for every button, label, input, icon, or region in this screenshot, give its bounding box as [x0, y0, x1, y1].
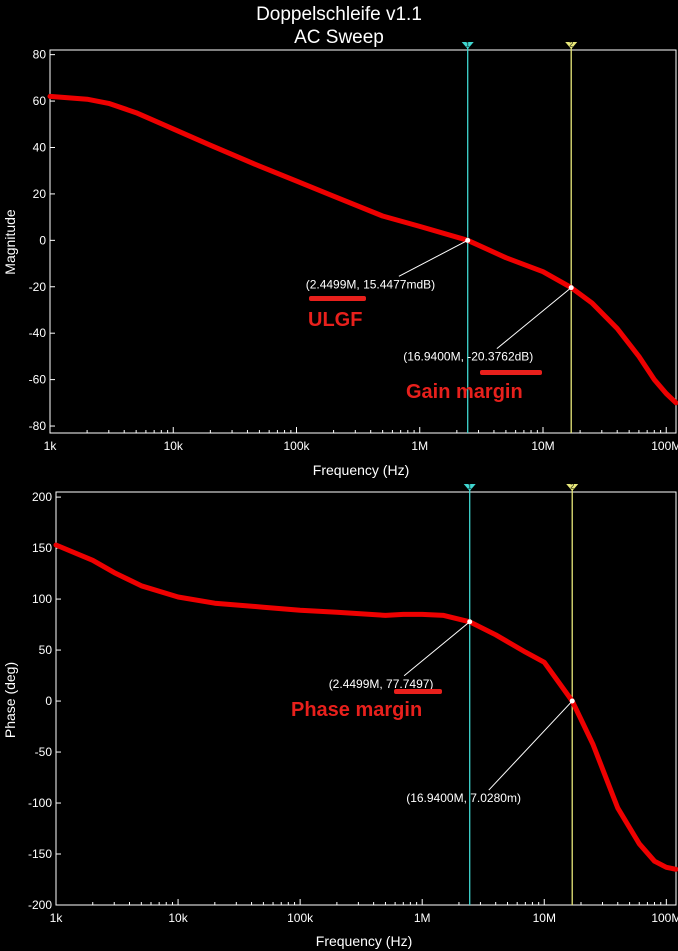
magnitude-x-tick-label: 100k — [283, 439, 310, 453]
phase-x-tick-label: 100k — [287, 911, 314, 925]
magnitude-cursor-1-handle[interactable] — [461, 42, 474, 49]
magnitude-cursor-point — [465, 237, 471, 243]
magnitude-cursor-leader — [496, 287, 572, 350]
magnitude-cursor-readout: (2.4499M, 15.4477mdB) — [306, 277, 435, 291]
phase-y-tick-label: 100 — [32, 592, 52, 606]
magnitude-x-tick-label: 1k — [44, 439, 58, 453]
magnitude-plot-frame — [49, 49, 677, 434]
phase-y-tick-label: 50 — [39, 643, 53, 657]
phase-y-tick-label: -200 — [28, 898, 52, 912]
phase-margin-underline — [394, 689, 442, 694]
ulgf-annotation: ULGF — [308, 309, 362, 331]
magnitude-cursor-2-id: 2 — [569, 42, 573, 49]
phase-cursor-point — [467, 619, 473, 625]
phase-x-tick-label: 1M — [414, 911, 431, 925]
phase-cursor-1-handle[interactable] — [463, 484, 476, 491]
phase-trace-line — [53, 542, 678, 872]
magnitude-y-axis-label: Magnitude — [2, 209, 18, 275]
phase-x-tick-label: 10k — [168, 911, 188, 925]
phase-y-tick-label: -100 — [28, 796, 52, 810]
magnitude-trace-line — [47, 93, 678, 406]
magnitude-y-tick-label: -20 — [29, 280, 47, 294]
magnitude-cursor-readout: (16.9400M, -20.3762dB) — [403, 350, 533, 364]
magnitude-cursor-1-id: 1 — [466, 42, 470, 49]
magnitude-y-tick-label: 80 — [33, 48, 47, 62]
magnitude-x-tick-label: 10k — [164, 439, 184, 453]
phase-y-tick-label: 150 — [32, 541, 52, 555]
phase-cursor-readout: (2.4499M, 77.7497) — [329, 677, 434, 691]
phase-y-axis-label: Phase (deg) — [2, 662, 18, 738]
phase-y-tick-label: -150 — [28, 847, 52, 861]
chart-title: Doppelschleife v1.1 — [256, 4, 422, 25]
phase-plot-frame — [55, 491, 677, 906]
magnitude-y-tick-label: -80 — [29, 419, 47, 433]
phase-cursor-leader — [403, 621, 471, 677]
phase-cursor-1-id: 1 — [468, 484, 472, 491]
magnitude-cursor-2-handle[interactable] — [565, 42, 578, 49]
phase-cursor-point — [569, 698, 575, 704]
phase-x-axis-label: Frequency (Hz) — [316, 933, 412, 949]
magnitude-y-tick-label: 40 — [33, 140, 47, 154]
phase-x-tick-label: 10M — [533, 911, 556, 925]
magnitude-x-tick-label: 100M — [651, 439, 678, 453]
phase-cursor-readout: (16.9400M, 7.0280m) — [406, 791, 521, 805]
gain-margin-underline — [480, 370, 542, 375]
magnitude-cursor-point — [568, 285, 574, 291]
phase-y-tick-label: 200 — [32, 490, 52, 504]
magnitude-y-tick-label: 0 — [39, 233, 46, 247]
magnitude-y-tick-label: 60 — [33, 94, 47, 108]
magnitude-cursor-leader — [398, 239, 468, 277]
phase-cursor-2-handle[interactable] — [566, 484, 579, 491]
magnitude-y-tick-label: 20 — [33, 187, 47, 201]
phase-y-tick-label: 0 — [45, 694, 52, 708]
phase-y-tick-label: -50 — [35, 745, 53, 759]
phase-margin-annotation: Phase margin — [291, 699, 422, 721]
phase-x-tick-label: 1k — [50, 911, 64, 925]
magnitude-x-axis-label: Frequency (Hz) — [313, 462, 409, 478]
magnitude-x-tick-label: 10M — [531, 439, 554, 453]
gain-margin-annotation: Gain margin — [406, 381, 523, 403]
phase-x-tick-label: 100M — [651, 911, 678, 925]
phase-cursor-2-id: 2 — [570, 484, 574, 491]
magnitude-y-tick-label: -60 — [29, 373, 47, 387]
phase-cursor-leader — [488, 700, 573, 791]
magnitude-x-tick-label: 1M — [411, 439, 428, 453]
ulgf-underline — [309, 296, 366, 301]
chart-subtitle: AC Sweep — [294, 27, 384, 48]
magnitude-y-tick-label: -40 — [29, 326, 47, 340]
